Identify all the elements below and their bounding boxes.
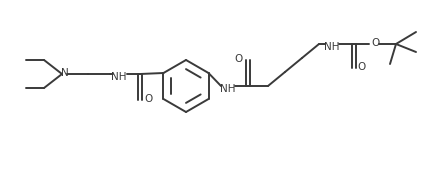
Text: N: N bbox=[61, 68, 69, 78]
Text: O: O bbox=[371, 38, 379, 48]
Text: O: O bbox=[358, 62, 366, 72]
Text: NH: NH bbox=[324, 42, 340, 52]
Text: O: O bbox=[144, 94, 152, 104]
Text: NH: NH bbox=[111, 72, 127, 82]
Text: NH: NH bbox=[220, 84, 236, 94]
Text: O: O bbox=[234, 54, 242, 64]
